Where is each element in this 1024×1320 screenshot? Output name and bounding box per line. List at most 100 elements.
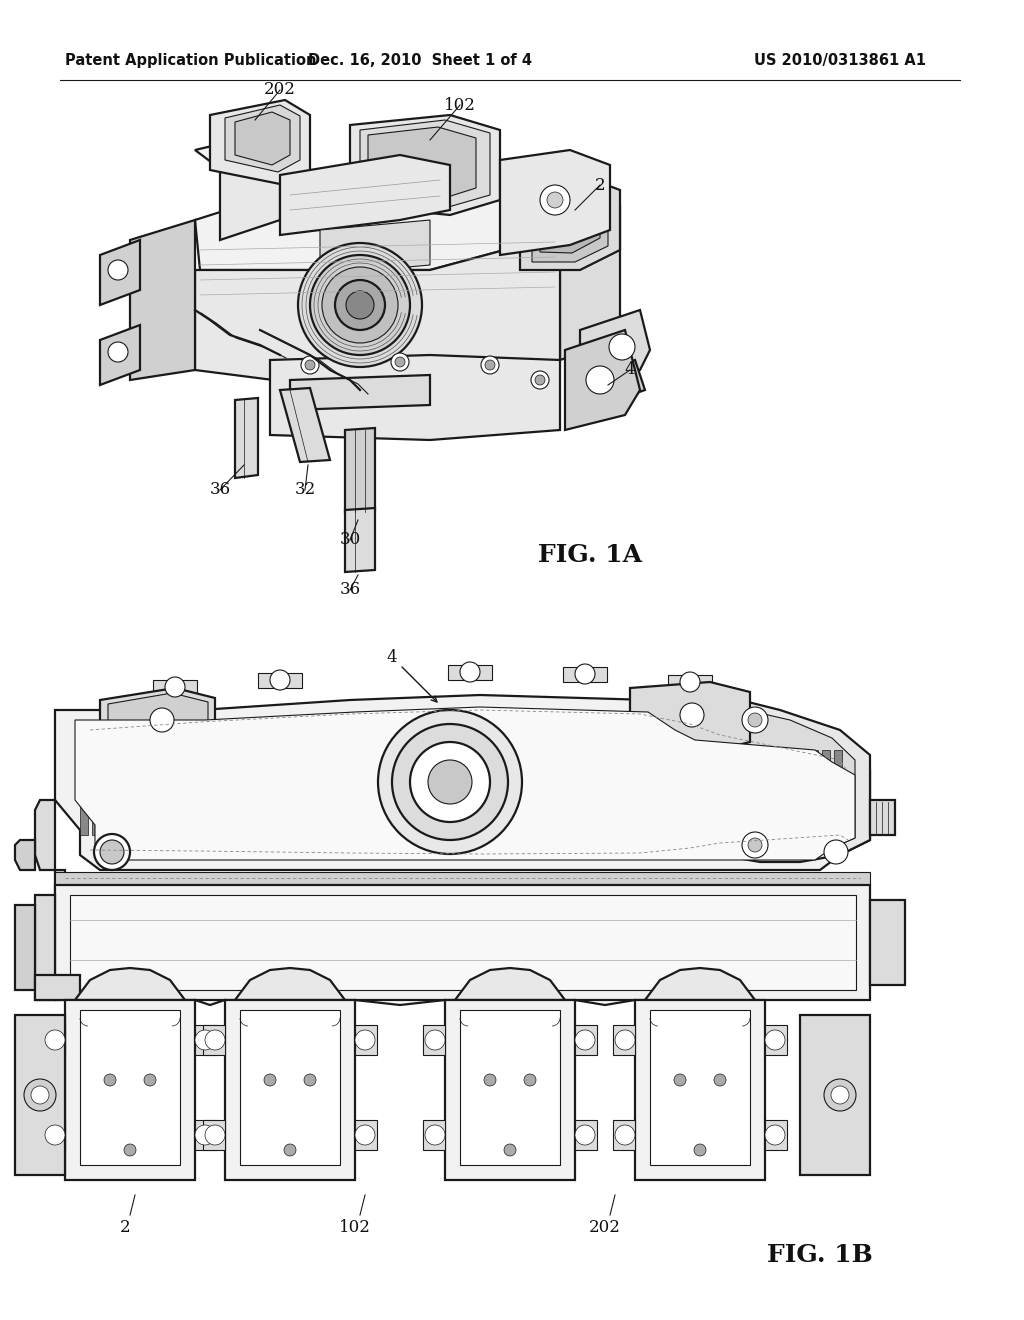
- Circle shape: [504, 1144, 516, 1156]
- Polygon shape: [104, 730, 112, 836]
- Circle shape: [765, 1125, 785, 1144]
- Circle shape: [575, 664, 595, 684]
- Circle shape: [335, 280, 385, 330]
- Text: 202: 202: [589, 1220, 621, 1237]
- Circle shape: [609, 334, 635, 360]
- Polygon shape: [345, 508, 375, 572]
- Circle shape: [425, 1030, 445, 1049]
- Text: 202: 202: [264, 82, 296, 99]
- Text: 2: 2: [595, 177, 605, 194]
- Circle shape: [824, 1078, 856, 1111]
- Polygon shape: [355, 1119, 377, 1150]
- Polygon shape: [55, 884, 870, 1001]
- Polygon shape: [630, 682, 750, 752]
- Polygon shape: [715, 711, 855, 854]
- Polygon shape: [15, 906, 35, 990]
- Circle shape: [680, 672, 700, 692]
- Polygon shape: [565, 330, 640, 430]
- Text: 102: 102: [444, 96, 476, 114]
- Circle shape: [586, 366, 614, 393]
- Polygon shape: [613, 1119, 635, 1150]
- Circle shape: [765, 1030, 785, 1049]
- Circle shape: [575, 1030, 595, 1049]
- Text: 30: 30: [339, 532, 360, 549]
- Circle shape: [150, 708, 174, 733]
- Circle shape: [346, 290, 374, 319]
- Circle shape: [304, 1074, 316, 1086]
- Circle shape: [484, 1074, 496, 1086]
- Circle shape: [108, 342, 128, 362]
- Circle shape: [45, 1125, 65, 1144]
- Circle shape: [264, 1074, 276, 1086]
- Polygon shape: [700, 700, 870, 862]
- Text: 32: 32: [294, 482, 315, 499]
- Polygon shape: [645, 968, 755, 1001]
- Polygon shape: [650, 1010, 750, 1166]
- Polygon shape: [423, 1119, 445, 1150]
- Circle shape: [748, 838, 762, 851]
- Circle shape: [45, 1030, 65, 1049]
- Text: US 2010/0313861 A1: US 2010/0313861 A1: [754, 53, 926, 69]
- Text: Patent Application Publication: Patent Application Publication: [65, 53, 316, 69]
- Circle shape: [575, 1125, 595, 1144]
- Circle shape: [540, 185, 570, 215]
- Text: 4: 4: [387, 649, 397, 667]
- Polygon shape: [195, 1026, 217, 1055]
- Polygon shape: [500, 150, 610, 255]
- Circle shape: [270, 671, 290, 690]
- Polygon shape: [765, 1119, 787, 1150]
- Circle shape: [195, 1125, 215, 1144]
- Circle shape: [31, 1086, 49, 1104]
- Polygon shape: [92, 730, 100, 836]
- Text: FIG. 1A: FIG. 1A: [538, 543, 642, 568]
- Text: 36: 36: [210, 482, 230, 499]
- Circle shape: [94, 834, 130, 870]
- Circle shape: [742, 832, 768, 858]
- Polygon shape: [834, 750, 842, 840]
- Circle shape: [748, 713, 762, 727]
- Polygon shape: [445, 1001, 575, 1180]
- Polygon shape: [203, 1026, 225, 1055]
- Polygon shape: [225, 1001, 355, 1180]
- Circle shape: [714, 1074, 726, 1086]
- Circle shape: [392, 723, 508, 840]
- Circle shape: [284, 1144, 296, 1156]
- Polygon shape: [280, 154, 450, 235]
- Circle shape: [824, 840, 848, 865]
- Circle shape: [615, 1125, 635, 1144]
- Circle shape: [410, 742, 490, 822]
- Circle shape: [144, 1074, 156, 1086]
- Circle shape: [310, 255, 410, 355]
- Polygon shape: [455, 968, 565, 1001]
- Circle shape: [24, 1078, 56, 1111]
- Polygon shape: [575, 1119, 597, 1150]
- Circle shape: [108, 260, 128, 280]
- Polygon shape: [345, 428, 375, 512]
- Polygon shape: [234, 968, 345, 1001]
- Polygon shape: [75, 968, 185, 1001]
- Polygon shape: [203, 1119, 225, 1150]
- Polygon shape: [668, 675, 712, 690]
- Text: FIG. 1B: FIG. 1B: [767, 1243, 872, 1267]
- Polygon shape: [55, 870, 90, 909]
- Polygon shape: [355, 1026, 377, 1055]
- Text: 4: 4: [625, 362, 635, 379]
- Polygon shape: [15, 1015, 65, 1175]
- Polygon shape: [258, 673, 302, 688]
- Circle shape: [535, 375, 545, 385]
- Polygon shape: [800, 1015, 870, 1175]
- Polygon shape: [108, 693, 208, 752]
- Polygon shape: [449, 665, 492, 680]
- Polygon shape: [270, 355, 560, 440]
- Polygon shape: [870, 900, 905, 985]
- Circle shape: [674, 1074, 686, 1086]
- Polygon shape: [575, 1026, 597, 1055]
- Polygon shape: [35, 895, 55, 1001]
- Polygon shape: [35, 800, 55, 870]
- Circle shape: [481, 356, 499, 374]
- Text: Dec. 16, 2010  Sheet 1 of 4: Dec. 16, 2010 Sheet 1 of 4: [308, 53, 532, 69]
- Polygon shape: [165, 748, 234, 800]
- Text: 102: 102: [339, 1220, 371, 1237]
- Circle shape: [425, 1125, 445, 1144]
- Polygon shape: [580, 310, 650, 389]
